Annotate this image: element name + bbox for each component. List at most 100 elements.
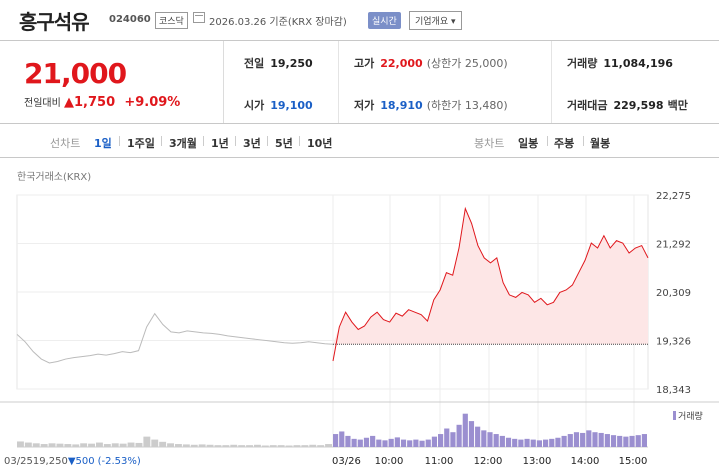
tab-10year[interactable]: 10년 bbox=[307, 137, 333, 150]
price-fill-area bbox=[333, 208, 648, 345]
volume-bar bbox=[345, 435, 351, 447]
stock-name: 흥구석유 bbox=[19, 10, 90, 34]
volume-bar bbox=[493, 434, 499, 447]
volume-bar bbox=[462, 413, 468, 447]
volume-bar bbox=[400, 439, 407, 447]
high-limit: (상한가 25,000) bbox=[426, 57, 508, 70]
x-axis-ticks: 03/26 10:00 11:00 12:00 13:00 14:00 15:00 bbox=[332, 456, 647, 467]
volume-bar bbox=[175, 444, 182, 447]
x-tick-label: 11:00 bbox=[425, 456, 454, 467]
volume-bar bbox=[413, 439, 419, 447]
volume-bar bbox=[623, 436, 629, 447]
tab-weekly-candle[interactable]: 주봉 bbox=[554, 137, 575, 150]
volume-bar bbox=[431, 436, 437, 447]
volume-bar bbox=[230, 444, 238, 447]
volume-bar bbox=[530, 439, 536, 447]
volume-bar bbox=[72, 444, 80, 447]
volume-bar bbox=[48, 443, 56, 447]
quote-date: 2026.03.26 기준(KRX 장마감) bbox=[209, 17, 347, 28]
volume-bar bbox=[549, 438, 555, 447]
volume-bar bbox=[499, 435, 505, 447]
volume-bar bbox=[246, 445, 253, 447]
volume-bar bbox=[370, 435, 376, 447]
volume-bar bbox=[617, 435, 623, 447]
volume-bar bbox=[573, 432, 580, 447]
up-arrow-icon: ▲ bbox=[64, 95, 74, 110]
volume-bar bbox=[151, 439, 159, 447]
volume-bar bbox=[561, 435, 567, 447]
tab-5year[interactable]: 5년 bbox=[275, 137, 293, 150]
volume-bar bbox=[376, 439, 382, 447]
high-value: 22,000 bbox=[380, 57, 423, 70]
stock-header: 흥구석유 024060 코스닥 2026.03.26 기준(KRX 장마감) 실… bbox=[0, 0, 719, 36]
tab-3year[interactable]: 3년 bbox=[243, 137, 261, 150]
volume-bar bbox=[56, 443, 64, 447]
realtime-button[interactable]: 실시간 bbox=[368, 12, 401, 29]
volume-bar bbox=[127, 442, 135, 447]
tab-1year[interactable]: 1년 bbox=[211, 137, 229, 150]
volume-bar bbox=[32, 443, 40, 447]
volume-bar bbox=[475, 426, 481, 447]
volume-bar bbox=[333, 434, 339, 447]
volume-bar bbox=[394, 437, 400, 447]
tab-3month[interactable]: 3개월 bbox=[169, 137, 197, 150]
volume-bar bbox=[610, 435, 617, 447]
volume-bar bbox=[88, 443, 95, 447]
y-tick-label: 19,326 bbox=[656, 337, 691, 348]
amount-unit: 백만 bbox=[667, 99, 688, 112]
volume-bar bbox=[159, 441, 167, 447]
volume-bar bbox=[24, 442, 32, 447]
prev-close-cell: 전일 19,250 bbox=[244, 57, 313, 70]
volume-legend: 거래량 bbox=[673, 409, 703, 422]
high-cell: 고가 22,000 (상한가 25,000) bbox=[354, 57, 508, 70]
today-series-line bbox=[332, 206, 649, 362]
volume-bar bbox=[214, 445, 222, 447]
y-axis-ticks: 22,275 21,292 20,309 19,326 18,343 bbox=[656, 191, 691, 396]
volume-bar bbox=[382, 440, 388, 447]
volume-bar bbox=[238, 445, 246, 447]
volume-bar bbox=[206, 444, 214, 447]
volume-bar bbox=[64, 444, 72, 447]
volume-bar bbox=[143, 436, 151, 447]
tab-monthly-candle[interactable]: 월봉 bbox=[590, 137, 611, 150]
down-arrow-icon: ▼ bbox=[68, 456, 76, 467]
low-cell: 저가 18,910 (하한가 13,480) bbox=[354, 99, 508, 112]
volume-bar bbox=[277, 445, 285, 447]
volume-bar bbox=[456, 424, 462, 447]
tab-1week[interactable]: 1주일 bbox=[127, 137, 155, 150]
open-value: 19,100 bbox=[270, 99, 313, 112]
divider bbox=[338, 41, 339, 123]
volume-bar bbox=[198, 444, 206, 447]
volume-bar bbox=[425, 439, 431, 447]
calendar-icon bbox=[193, 12, 205, 23]
volume-bar bbox=[119, 443, 127, 447]
y-tick-label: 22,275 bbox=[656, 191, 691, 202]
company-overview-dropdown[interactable]: 기업개요 ▾ bbox=[409, 11, 462, 30]
volume-bar bbox=[182, 444, 190, 447]
volume-bar bbox=[357, 439, 363, 447]
volume-bar bbox=[641, 434, 647, 447]
tab-daily-candle[interactable]: 일봉 bbox=[518, 137, 539, 150]
prev-day-series-line bbox=[16, 312, 334, 364]
volume-bar bbox=[543, 439, 549, 447]
tab-1day[interactable]: 1일 bbox=[94, 137, 112, 150]
volume-bar bbox=[293, 445, 301, 447]
volume-bar bbox=[505, 437, 512, 447]
divider bbox=[551, 41, 552, 123]
prev-day-close: 19,250 bbox=[33, 456, 68, 467]
volume-bar bbox=[487, 432, 493, 447]
volume-bar bbox=[190, 444, 198, 447]
volume-bar bbox=[468, 421, 475, 447]
volume-bar bbox=[629, 435, 635, 447]
prev-day-label: 03/25 bbox=[4, 456, 33, 467]
price-chart[interactable]: 22,275 21,292 20,309 19,326 18,343 03/26 10:0… bbox=[0, 160, 719, 473]
volume-bar bbox=[635, 435, 641, 447]
volume-bar bbox=[111, 443, 119, 447]
x-tick-label: 13:00 bbox=[523, 456, 552, 467]
volume-bar bbox=[301, 445, 309, 447]
volume-bar bbox=[512, 438, 518, 447]
volume-bar bbox=[135, 442, 143, 447]
volume-bar bbox=[254, 444, 261, 447]
volume-bar bbox=[388, 438, 394, 447]
amount-value: 229,598 bbox=[613, 99, 664, 112]
